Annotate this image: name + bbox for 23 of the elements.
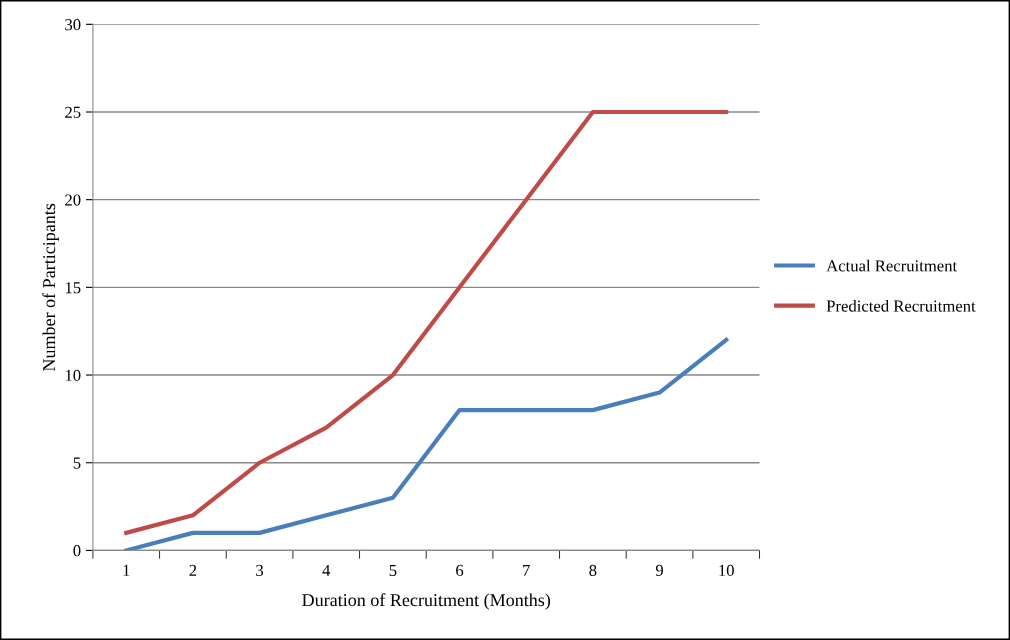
x-tick-label: 1 — [123, 564, 130, 576]
x-tick-label: 7 — [523, 564, 530, 576]
y-tick-label: 30 — [65, 19, 81, 31]
x-tick-label: 5 — [389, 564, 397, 577]
x-tick-label: 8 — [589, 564, 597, 577]
line-series — [124, 109, 729, 535]
y-tick-label: 10 — [65, 369, 81, 381]
y-tick-label: 0 — [73, 545, 81, 557]
y-tick-label: 5 — [73, 457, 81, 469]
legend-label: Actual Recruitment — [826, 259, 958, 272]
line-series — [124, 337, 729, 551]
x-tick-label: 2 — [189, 564, 197, 576]
x-tick-label: 9 — [655, 564, 664, 577]
y-tick-label: 25 — [65, 106, 81, 118]
y-tick-label: 20 — [65, 194, 81, 206]
x-tick-label: 4 — [322, 564, 331, 576]
y-tick-label: 15 — [65, 282, 81, 294]
x-tick-label: 6 — [456, 564, 464, 577]
legend-label: Predicted Recruitment — [826, 299, 976, 312]
x-axis-title: Duration of Recruitment (Months) — [302, 593, 551, 610]
x-tick-label: 10 — [719, 564, 734, 577]
x-tick-label: 3 — [256, 564, 264, 577]
y-axis-title: Number of Participants — [42, 203, 59, 372]
